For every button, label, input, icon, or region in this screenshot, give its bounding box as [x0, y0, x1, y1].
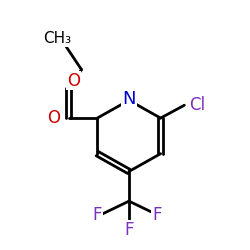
Text: F: F — [124, 221, 134, 239]
Text: O: O — [67, 72, 80, 90]
Text: Cl: Cl — [189, 96, 206, 114]
Text: F: F — [152, 206, 162, 224]
Text: F: F — [92, 206, 102, 224]
Text: N: N — [122, 90, 136, 108]
Text: O: O — [47, 109, 60, 127]
Text: CH₃: CH₃ — [43, 32, 71, 46]
